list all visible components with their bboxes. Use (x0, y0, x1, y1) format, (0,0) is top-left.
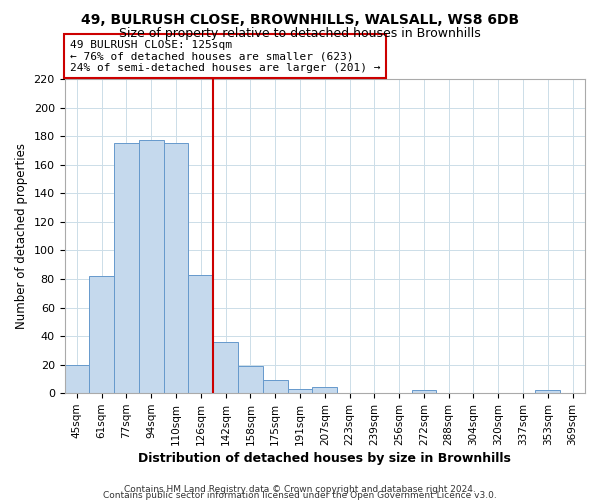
Text: Contains public sector information licensed under the Open Government Licence v3: Contains public sector information licen… (103, 492, 497, 500)
Y-axis label: Number of detached properties: Number of detached properties (15, 143, 28, 329)
Bar (535, 390, 560, 393)
Bar (89, 276, 114, 393)
Bar (238, 366, 263, 393)
Bar (164, 144, 188, 393)
Bar (313, 388, 337, 393)
Bar (188, 274, 213, 393)
Text: 49, BULRUSH CLOSE, BROWNHILLS, WALSALL, WS8 6DB: 49, BULRUSH CLOSE, BROWNHILLS, WALSALL, … (81, 12, 519, 26)
Text: 49 BULRUSH CLOSE: 125sqm
← 76% of detached houses are smaller (623)
24% of semi-: 49 BULRUSH CLOSE: 125sqm ← 76% of detach… (70, 40, 380, 72)
Bar (139, 140, 164, 393)
X-axis label: Distribution of detached houses by size in Brownhills: Distribution of detached houses by size … (139, 452, 511, 465)
Bar (287, 389, 313, 393)
Text: Contains HM Land Registry data © Crown copyright and database right 2024.: Contains HM Land Registry data © Crown c… (124, 484, 476, 494)
Bar (65, 364, 89, 393)
Bar (412, 390, 436, 393)
Text: Size of property relative to detached houses in Brownhills: Size of property relative to detached ho… (119, 28, 481, 40)
Bar (114, 144, 139, 393)
Bar (263, 380, 287, 393)
Bar (213, 342, 238, 393)
